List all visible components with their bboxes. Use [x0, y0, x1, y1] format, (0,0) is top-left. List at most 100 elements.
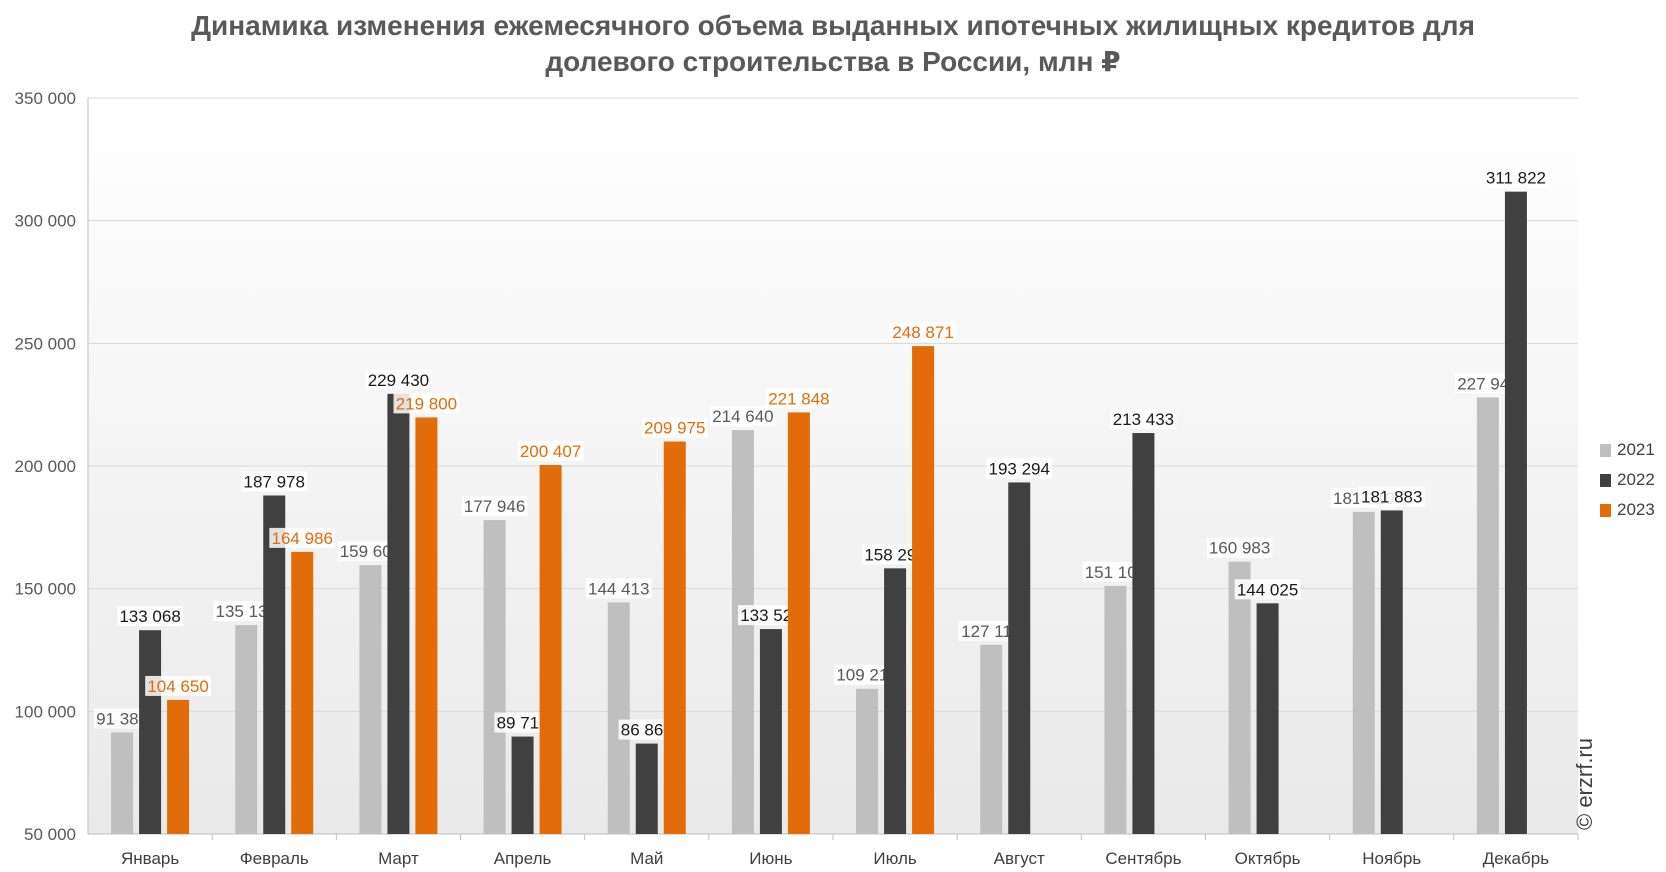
chart-title: Динамика изменения ежемесячного объема в… [0, 8, 1666, 80]
data-label-bg [618, 719, 675, 740]
y-tick-label: 150 000 [15, 580, 76, 599]
data-label-2022: 229 430 [368, 371, 429, 390]
watermark: © erzrf.ru [1572, 738, 1597, 830]
y-tick-label: 250 000 [15, 334, 76, 353]
data-label-2022: 311 822 [1486, 169, 1546, 188]
x-tick-label: Август [994, 849, 1045, 868]
data-label-2021: 177 946 [464, 497, 525, 516]
legend-item-2022: 2022 [1600, 465, 1655, 495]
bar-2022 [759, 629, 782, 834]
data-label-bg [1082, 561, 1149, 582]
data-label-2022: 181 883 [1361, 487, 1422, 506]
x-tick-label: Февраль [240, 849, 309, 868]
x-tick-label: Сентябрь [1105, 849, 1181, 868]
chart-title-line-2: долевого строительства в России, млн ₽ [545, 46, 1121, 77]
data-label-2023: 164 986 [272, 529, 333, 548]
bar-2021 [1352, 511, 1375, 834]
data-label-bg [834, 664, 900, 685]
data-label-bg [1483, 167, 1549, 188]
data-label-bg [365, 369, 432, 390]
data-label-bg [890, 322, 956, 343]
bar-2022 [1008, 482, 1031, 834]
data-label-2023: 200 407 [520, 442, 581, 461]
data-label-2022: 158 292 [864, 545, 925, 564]
bar-2021 [1228, 561, 1251, 834]
x-tick-label: Октябрь [1235, 849, 1301, 868]
bar-2023 [415, 417, 438, 834]
bar-2023 [912, 346, 935, 834]
data-label-2021: 160 983 [1209, 539, 1270, 558]
data-label-bg [585, 578, 652, 599]
bar-2023 [291, 551, 314, 834]
data-label-2022: 187 978 [244, 472, 305, 491]
data-label-2022: 144 025 [1237, 580, 1298, 599]
data-label-bg [213, 601, 280, 622]
data-label-bg [641, 417, 708, 438]
bar-2021 [980, 644, 1003, 834]
bar-2022 [1256, 603, 1279, 834]
data-label-bg [986, 458, 1053, 479]
legend-label-2022: 2022 [1617, 470, 1655, 489]
x-tick-label: Декабрь [1483, 849, 1549, 868]
bar-2021 [483, 520, 506, 834]
bar-2022 [1380, 510, 1403, 834]
data-label-bg [1206, 537, 1273, 558]
data-label-bg [958, 620, 1025, 641]
legend-swatch-2021 [1600, 443, 1611, 457]
legend-swatch-2022 [1600, 473, 1611, 487]
chart-title-line-1: Динамика изменения ежемесячного объема в… [191, 10, 1475, 41]
bar-2022 [511, 736, 534, 834]
data-label-bg [241, 471, 308, 492]
bar-2023 [539, 465, 562, 834]
bar-2023 [663, 441, 686, 834]
data-label-2023: 221 848 [768, 389, 829, 408]
data-label-2022: 193 294 [989, 459, 1050, 478]
legend: 2021 2022 2023 [1600, 435, 1655, 525]
x-tick-label: Май [630, 849, 663, 868]
data-label-bg [862, 544, 928, 565]
data-label-bg [710, 406, 776, 427]
bar-2022 [139, 630, 162, 834]
data-label-2021: 144 413 [588, 579, 649, 598]
legend-swatch-2023 [1600, 503, 1611, 517]
data-label-bg [494, 712, 551, 733]
legend-item-2023: 2023 [1600, 495, 1655, 525]
bar-2022 [263, 495, 286, 834]
data-label-bg [393, 393, 460, 414]
data-label-bg [1455, 373, 1521, 394]
data-label-bg [1358, 486, 1425, 507]
data-label-2021: 127 118 [961, 622, 1021, 641]
data-label-bg [517, 441, 584, 462]
data-label-2022: 133 524 [740, 606, 801, 625]
bar-2022 [1504, 191, 1527, 835]
data-label-bg [337, 541, 404, 562]
y-tick-label: 350 000 [15, 89, 76, 108]
y-tick-label: 200 000 [15, 457, 76, 476]
data-label-bg [269, 527, 336, 548]
data-label-2021: 159 602 [340, 542, 401, 561]
legend-label-2023: 2023 [1617, 500, 1655, 519]
bar-2021 [111, 732, 134, 834]
legend-item-2021: 2021 [1600, 435, 1655, 465]
bar-2021 [607, 602, 630, 834]
bar-2022 [635, 743, 658, 834]
x-tick-label: Январь [121, 849, 179, 868]
x-tick-label: Июнь [749, 849, 792, 868]
data-label-2023: 219 800 [396, 394, 457, 413]
data-label-2023: 104 650 [147, 677, 208, 696]
bar-2021 [359, 565, 382, 834]
bar-2023 [787, 412, 810, 834]
bar-2023 [167, 699, 190, 834]
data-label-2021: 214 640 [712, 407, 773, 426]
bar-2022 [884, 568, 907, 834]
bar-2021 [235, 625, 258, 834]
data-label-2022: 213 433 [1113, 410, 1174, 429]
bar-2022 [1132, 433, 1155, 834]
bar-2021 [1104, 585, 1127, 834]
data-label-2021: 135 131 [216, 602, 277, 621]
bar-2021 [1476, 397, 1499, 834]
data-label-2022: 86 860 [621, 721, 673, 740]
data-label-2021: 91 382 [96, 709, 148, 728]
